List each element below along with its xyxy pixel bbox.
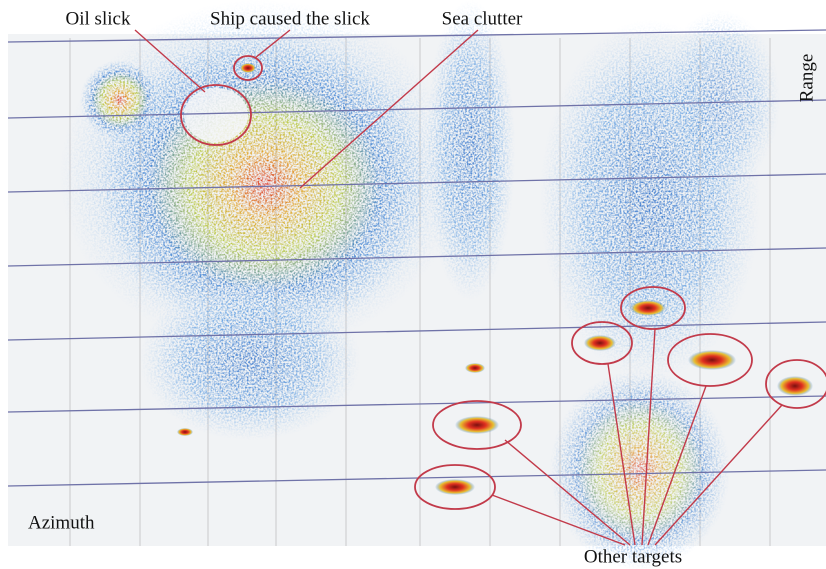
other-targets-label: Other targets	[584, 546, 682, 567]
oil-slick-area	[184, 88, 248, 142]
oil-slick-label: Oil slick	[66, 8, 131, 29]
range-label: Range	[796, 54, 817, 103]
annotated-radar-image: Oil slick Ship caused the slick Sea clut…	[0, 0, 826, 569]
sea-clutter-label: Sea clutter	[442, 8, 523, 29]
ship-label: Ship caused the slick	[210, 8, 370, 29]
azimuth-label: Azimuth	[28, 512, 95, 533]
